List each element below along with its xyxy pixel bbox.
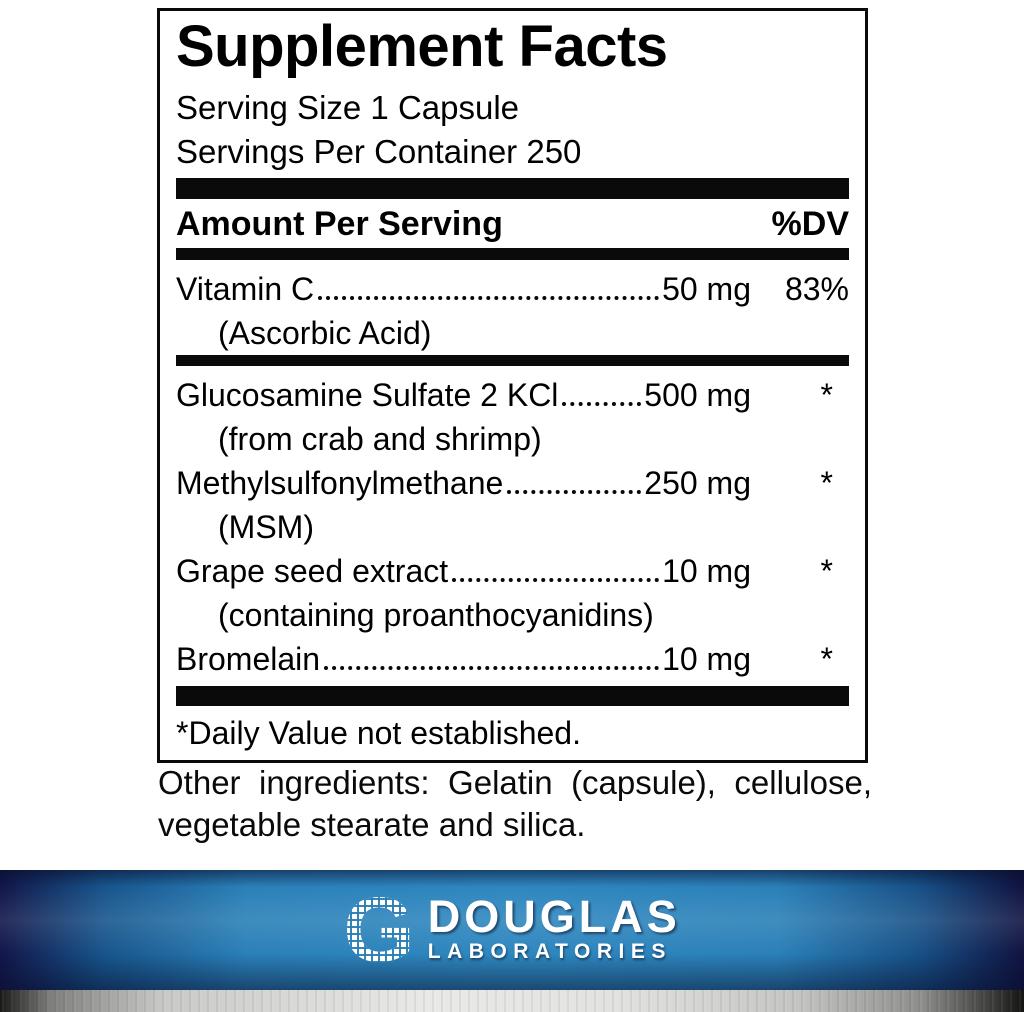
nutrient-note: (MSM) (218, 509, 314, 545)
brand-name: DOUGLAS (427, 891, 681, 942)
nutrient-dv: * (820, 465, 833, 501)
divider-bar-thick-bottom (176, 686, 849, 706)
nutrient-name: Glucosamine Sulfate 2 KCl (176, 377, 559, 413)
divider-bar-section (176, 355, 849, 366)
serving-info: Serving Size 1 Capsule Servings Per Cont… (176, 86, 849, 174)
nutrient-note: (containing proanthocyanidins) (218, 597, 654, 633)
other-ingredients-text: Other ingredients: Gelatin (capsule), ce… (158, 764, 872, 843)
brand-subname: LABORATORIES (427, 940, 672, 963)
nutrient-row-glucosamine: Glucosamine Sulfate 2 KCl 500 mg * (176, 373, 849, 417)
nutrient-row-msm: Methylsulfonylmethane 250 mg * (176, 461, 849, 505)
supplement-facts-panel: Supplement Facts Serving Size 1 Capsule … (157, 8, 868, 763)
dot-leader (452, 577, 660, 582)
nutrient-note: (Ascorbic Acid) (218, 315, 432, 351)
column-header-row: Amount Per Serving %DV (176, 199, 849, 248)
percent-dv-header: %DV (771, 205, 849, 243)
nutrient-amount: 50 mg (662, 271, 751, 307)
nutrient-name: Bromelain (176, 641, 321, 677)
nutrient-amount: 500 mg (644, 377, 751, 413)
nutrient-name: Grape seed extract (176, 553, 449, 589)
nutrient-note: (from crab and shrimp) (218, 421, 542, 457)
nutrient-name: Vitamin C (176, 271, 315, 307)
dot-leader (318, 295, 660, 300)
divider-bar-under-header (176, 248, 849, 260)
dot-leader (324, 665, 660, 670)
nutrient-dv: * (820, 553, 833, 589)
nutrient-amount: 10 mg (662, 553, 751, 589)
amount-per-serving-header: Amount Per Serving (176, 205, 503, 243)
serving-size: Serving Size 1 Capsule (176, 89, 520, 126)
nutrient-row-bromelain: Bromelain 10 mg * (176, 637, 849, 681)
brand-text: DOUGLAS LABORATORIES (427, 891, 681, 964)
nutrient-row-vitamin-c: Vitamin C 50 mg 83% (176, 267, 849, 311)
nutrient-dv: * (820, 641, 833, 677)
servings-per-container: Servings Per Container 250 (176, 133, 582, 170)
brand-band: G DOUGLAS LABORATORIES (0, 870, 1024, 990)
nutrient-row-grape-seed: Grape seed extract 10 mg * (176, 549, 849, 593)
douglas-laboratories-logo: G DOUGLAS LABORATORIES (343, 879, 681, 981)
metallic-bottom-band (0, 990, 1024, 1012)
nutrient-amount: 10 mg (662, 641, 751, 677)
nutrient-name: Methylsulfonylmethane (176, 465, 504, 501)
nutrient-amount: 250 mg (644, 465, 751, 501)
nutrient-dv: 83% (784, 271, 849, 307)
nutrient-dv: * (820, 377, 833, 413)
daily-value-footnote: *Daily Value not established. (176, 715, 581, 751)
douglas-g-grid-icon: G (343, 879, 415, 981)
divider-bar-thick-top (176, 178, 849, 199)
supplement-facts-title: Supplement Facts (176, 14, 668, 79)
dot-leader (562, 401, 642, 406)
dot-leader (507, 489, 642, 494)
